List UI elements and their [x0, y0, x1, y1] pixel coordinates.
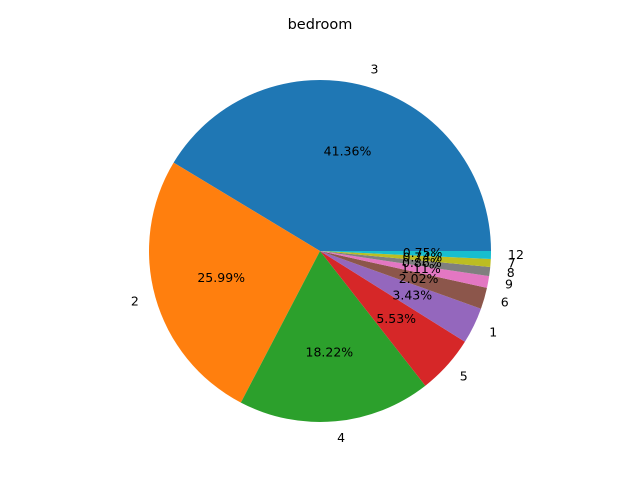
percent-label-3: 41.36%: [324, 144, 372, 159]
percent-label-5: 5.53%: [376, 311, 416, 326]
slice-label-6: 6: [501, 295, 509, 310]
pie-slice-6: [320, 251, 487, 309]
pie-slices: [149, 80, 491, 423]
percent-label-4: 18.22%: [306, 345, 354, 360]
percent-label-12: 0.75%: [403, 245, 443, 260]
slice-label-5: 5: [460, 368, 468, 383]
percent-label-9: 1.11%: [401, 261, 441, 276]
pie-slice-1: [320, 251, 481, 342]
slice-label-1: 1: [489, 325, 497, 340]
pie-slice-4: [240, 251, 426, 423]
percent-label-8: 0.86%: [402, 255, 442, 270]
slice-label-3: 3: [370, 61, 378, 76]
pie-slice-2: [149, 162, 320, 403]
slice-label-2: 2: [131, 293, 139, 308]
slice-label-9: 9: [505, 277, 513, 292]
pie-slice-12: [320, 251, 491, 260]
pie-slice-8: [320, 251, 491, 277]
percent-label-1: 3.43%: [392, 287, 432, 302]
pie-slice-3: [173, 80, 491, 251]
percent-label-2: 25.99%: [197, 270, 245, 285]
slice-label-4: 4: [337, 430, 345, 445]
percent-labels: 41.36% 25.99% 18.22% 5.53% 3.43%2.02%1.11%0.…: [197, 144, 442, 360]
chart-title: bedroom: [288, 17, 353, 33]
slice-label-8: 8: [507, 265, 515, 280]
slice-label-12: 12: [508, 247, 524, 262]
percent-label-6: 2.02%: [399, 271, 439, 286]
pie-slice-7: [320, 251, 491, 267]
percent-label-7: 0.74%: [402, 250, 442, 265]
pie-slice-9: [320, 251, 490, 288]
slice-label-7: 7: [508, 256, 516, 271]
pie-slice-5: [320, 251, 465, 386]
